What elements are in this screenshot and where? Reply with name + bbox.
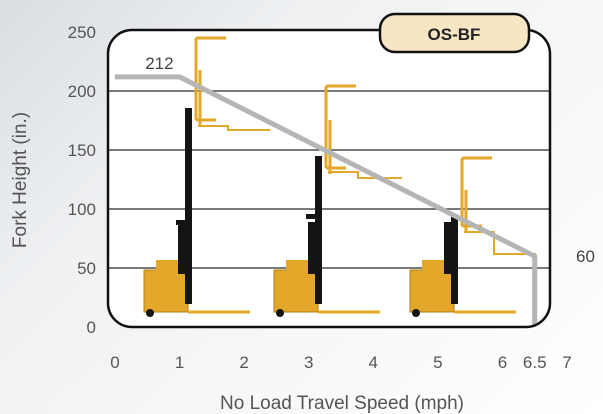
- y-tick-label: 50: [77, 259, 96, 278]
- model-badge: OS-BF: [378, 12, 531, 54]
- x-axis-label: No Load Travel Speed (mph): [220, 393, 464, 414]
- speed-line-series: [115, 74, 538, 327]
- x-tick-label: 0: [110, 353, 119, 372]
- x-tick-label: 5: [433, 353, 442, 372]
- x-tick-label: 2: [239, 353, 248, 372]
- model-badge-text: OS-BF: [428, 25, 481, 44]
- truck-3-illustration: [409, 156, 536, 317]
- y-tick-label: 100: [68, 200, 96, 219]
- x-tick-label: 4: [369, 353, 378, 372]
- x-tick-label: 1: [175, 353, 184, 372]
- y-tick-label: 200: [68, 82, 96, 101]
- truck-1-illustration: [143, 36, 270, 317]
- axis-ticks: 0 50 100 150 200 250 0 1 2 3 4 5 6 6.5 7: [68, 23, 572, 372]
- plot-area: [108, 30, 550, 327]
- truck-illustrations: [143, 36, 536, 317]
- annotation-max-height: 212: [145, 54, 173, 73]
- x-tick-label: 6.5: [523, 353, 547, 372]
- plot-border: [106, 28, 552, 329]
- x-tick-label: 6: [498, 353, 507, 372]
- x-tick-label: 7: [562, 353, 571, 372]
- value-annotations: 212 60: [145, 54, 595, 266]
- x-tick-label: 3: [304, 353, 313, 372]
- truck-2-illustration: [273, 84, 402, 317]
- y-tick-label: 150: [68, 141, 96, 160]
- y-axis-label: Fork Height (in.): [10, 112, 31, 248]
- annotation-min-height: 60: [576, 247, 595, 266]
- y-tick-label: 250: [68, 23, 96, 42]
- y-tick-label: 0: [87, 318, 96, 337]
